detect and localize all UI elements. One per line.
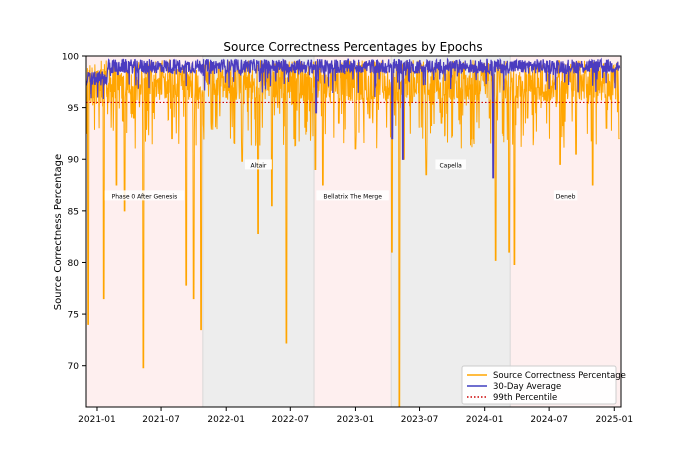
- plot-frame: [85, 55, 622, 408]
- epoch-region-2: [314, 56, 392, 407]
- legend-label-1: 30-Day Average: [493, 382, 561, 392]
- epoch-label-1: Altair: [250, 162, 266, 169]
- epoch-label-3: Capella: [439, 162, 462, 169]
- x-tick-label-5: 2023-07: [401, 415, 439, 425]
- y-axis: 70 75 80 85 90 95 100: [62, 53, 86, 372]
- y-tick-label-3: 85: [68, 207, 79, 217]
- y-tick-label-0: 70: [68, 362, 80, 372]
- y-tick-label-4: 90: [68, 156, 80, 166]
- epoch-label-bg-0: [104, 190, 185, 201]
- x-tick-label-7: 2024-07: [530, 415, 568, 425]
- epoch-label-0: Phase 0 After Genesis: [112, 193, 178, 200]
- x-axis: 2021-01 2021-07 2022-01 2022-07 2023-01 2023-…: [78, 407, 633, 425]
- x-tick-label-0: 2021-01: [78, 415, 116, 425]
- y-tick-label-1: 75: [68, 311, 79, 321]
- epoch-region-labels: Phase 0 After Genesis Altair Bellatrix The…: [104, 159, 578, 201]
- epoch-label-bg-3: [435, 159, 466, 170]
- epoch-regions: [86, 56, 621, 407]
- y-tick-label-6: 100: [62, 53, 79, 63]
- chart-title: Source Correctness Percentages by Epochs: [223, 40, 482, 54]
- legend-label-0: Source Correctness Percentage: [493, 371, 626, 381]
- y-axis-label: Source Correctness Percentage: [53, 154, 64, 310]
- thirty-day-average-series: [85, 57, 621, 179]
- x-tick-label-4: 2023-01: [337, 415, 375, 425]
- epoch-label-2: Bellatrix The Merge: [323, 193, 382, 200]
- x-tick-label-1: 2021-07: [142, 415, 180, 425]
- thirty-day-average-line: [85, 57, 621, 179]
- epoch-label-4: Deneb: [556, 193, 576, 200]
- y-tick-label-5: 95: [68, 104, 79, 114]
- legend-label-2: 99th Percentile: [493, 393, 557, 403]
- x-tick-label-8: 2025-01: [595, 415, 633, 425]
- legend-box: [461, 365, 617, 405]
- epoch-label-bg-2: [316, 190, 389, 201]
- epoch-label-bg-4: [553, 190, 578, 201]
- x-tick-label-3: 2022-07: [271, 415, 309, 425]
- x-tick-label-6: 2024-01: [466, 415, 504, 425]
- x-tick-label-2: 2022-01: [207, 415, 245, 425]
- y-tick-label-2: 80: [68, 259, 80, 269]
- epoch-label-bg-1: [244, 159, 272, 170]
